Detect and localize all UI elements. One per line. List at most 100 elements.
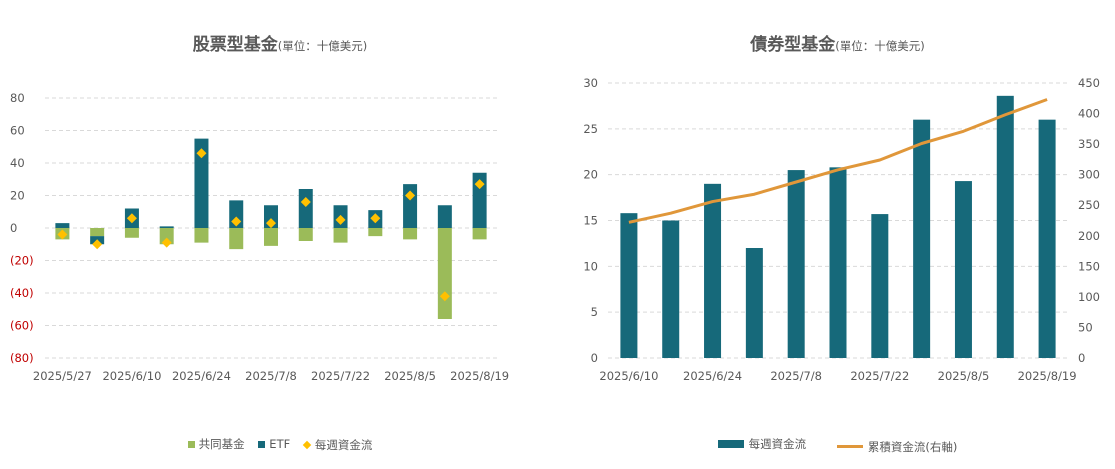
legend-label-weekly-flow: 每週資金流 <box>314 437 373 452</box>
etf-bar <box>159 226 174 228</box>
equity-chart-plot: 80 60 40 20 0 (20) (40) (60) (80) 2025/5/27 2025/6… <box>10 91 509 383</box>
legend-label-mutual-fund: 共同基金 <box>198 437 245 451</box>
etf-bar <box>194 138 209 228</box>
weekly-flow-bar <box>620 213 638 358</box>
weekly-flow-swatch <box>302 440 312 449</box>
x-tick-label: 2025/8/5 <box>938 369 990 383</box>
mutual-fund-bar <box>403 228 418 240</box>
weekly-flow-marker <box>196 148 207 159</box>
mutual-fund-bar <box>264 228 278 246</box>
x-tick-label: 2025/5/27 <box>33 369 92 383</box>
weekly-flow-marker <box>474 179 485 190</box>
weekly-flow-bar <box>829 167 847 358</box>
weekly-flow-bar <box>871 214 889 358</box>
x-tick-label: 2025/7/8 <box>770 369 822 383</box>
x-tick-label: 2025/6/24 <box>683 369 742 383</box>
x-tick-label: 2025/8/5 <box>384 369 436 383</box>
weekly-flow-marker <box>92 239 103 250</box>
x-tick-label: 2025/6/24 <box>172 369 231 383</box>
x-tick-label: 2025/6/10 <box>599 369 658 383</box>
x-tick-label: 2025/7/22 <box>311 369 370 383</box>
y2-tick-label: 100 <box>1078 290 1100 304</box>
bond-chart-plot: 0510152025300501001502002503003504004502… <box>583 76 1100 383</box>
y-tick-label: (80) <box>10 351 34 365</box>
y2-tick-label: 450 <box>1078 76 1100 90</box>
legend-label-etf: ETF <box>269 437 291 451</box>
bond-chart-title-text: 債券型基金 <box>750 35 836 55</box>
weekly-flow-bar <box>704 183 722 358</box>
weekly-flow-bar <box>1038 119 1056 359</box>
weekly-flow-marker <box>405 190 416 201</box>
weekly-flow-bar <box>745 248 763 358</box>
equity-chart-title: 股票型基金(單位：十億美元) <box>0 30 560 55</box>
mutual-fund-bar <box>124 228 139 238</box>
weekly-flow-marker <box>439 291 450 302</box>
y-tick-label: 10 <box>583 259 598 273</box>
weekly-flow-marker <box>231 216 242 227</box>
weekly-flow-marker <box>161 237 172 248</box>
equity-fund-chart: 股票型基金(單位：十億美元) 80 60 40 20 0 (20) (40) (60) (80)… <box>0 30 560 453</box>
weekly-flow-marker <box>126 213 137 224</box>
bond-chart-title: 債券型基金(單位：十億美元) <box>560 30 1115 55</box>
legend-item-mutual-fund: 共同基金 <box>187 436 245 452</box>
etf-bar <box>298 189 313 228</box>
legend-label-cumulative-flow: 累積資金流(右軸) <box>867 439 958 454</box>
mutual-fund-bar <box>194 228 209 243</box>
y-tick-label: 30 <box>583 76 598 90</box>
y2-tick-label: 50 <box>1078 320 1093 334</box>
equity-chart-legend: 共同基金 ETF 每週資金流 <box>0 436 560 453</box>
bond-fund-chart: 債券型基金(單位：十億美元) 0 5 10 15 20 25 30 0 50 100 150 200 2… <box>560 0 1115 469</box>
weekly-flow-bar <box>996 95 1014 358</box>
mutual-fund-bar <box>472 228 487 240</box>
cumulative-flow-swatch <box>836 445 863 448</box>
y-tick-label: 80 <box>10 91 25 105</box>
mutual-fund-bar <box>159 228 174 245</box>
etf-bar <box>55 223 70 228</box>
etf-swatch <box>258 440 266 448</box>
weekly-flow-bar <box>787 170 805 358</box>
bond-chart-unit: (單位：十億美元) <box>835 39 925 53</box>
etf-bar <box>472 172 487 228</box>
y2-tick-label: 250 <box>1078 198 1100 212</box>
y-tick-label: 20 <box>583 168 598 182</box>
y2-tick-label: 300 <box>1078 168 1100 182</box>
mutual-fund-bar <box>90 228 105 237</box>
y-tick-label: 0 <box>10 221 17 235</box>
mutual-fund-swatch <box>187 440 195 448</box>
weekly-flow-bar <box>662 220 680 358</box>
y-tick-label: 0 <box>591 351 598 365</box>
legend-label-bond-weekly-flow: 每週資金流 <box>748 437 807 451</box>
mutual-fund-bar <box>368 228 383 237</box>
legend-item-etf: ETF <box>258 437 290 451</box>
y-tick-label: 40 <box>10 156 25 170</box>
bond-chart-legend: 每週資金流 累積資金流(右軸) <box>560 436 1115 455</box>
equity-chart-title-text: 股票型基金 <box>192 35 278 55</box>
y2-tick-label: 200 <box>1078 229 1100 243</box>
x-tick-label: 2025/7/22 <box>850 369 909 383</box>
weekly-flow-marker <box>370 213 381 224</box>
cumulative-flow-line <box>628 98 1048 224</box>
x-tick-label: 2025/8/19 <box>450 369 509 383</box>
weekly-flow-bar <box>913 119 931 359</box>
y2-tick-label: 0 <box>1078 351 1085 365</box>
mutual-fund-bar <box>298 228 313 241</box>
y-tick-label: (40) <box>10 286 34 300</box>
equity-chart-unit: (單位：十億美元) <box>277 39 368 53</box>
y-tick-label: 20 <box>10 189 25 203</box>
weekly-flow-marker <box>57 229 68 240</box>
mutual-fund-bar <box>229 228 244 250</box>
y-tick-label: (20) <box>10 254 34 268</box>
mutual-fund-bar <box>437 228 452 319</box>
y-tick-label: 5 <box>591 305 598 319</box>
x-tick-label: 2025/8/19 <box>1018 369 1077 383</box>
mutual-fund-bar <box>333 228 348 243</box>
x-tick-label: 2025/6/10 <box>102 369 161 383</box>
legend-item-bond-weekly-flow: 每週資金流 <box>717 436 807 452</box>
y2-tick-label: 150 <box>1078 259 1100 273</box>
y-tick-label: (60) <box>10 319 34 333</box>
bond-weekly-flow-swatch <box>717 440 744 448</box>
y-tick-label: 25 <box>583 122 598 136</box>
y2-tick-label: 350 <box>1078 137 1100 151</box>
legend-item-weekly-flow: 每週資金流 <box>302 437 373 453</box>
x-tick-label: 2025/7/8 <box>245 369 297 383</box>
